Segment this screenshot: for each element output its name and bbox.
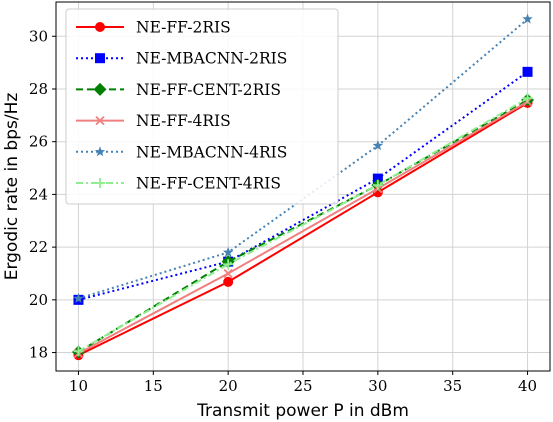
y-tick-label: 20 — [29, 291, 48, 309]
legend-item: NE-MBACNN-4RIS — [76, 143, 287, 161]
data-point — [222, 246, 234, 257]
legend-label: NE-FF-4RIS — [136, 112, 231, 130]
x-tick-label: 30 — [368, 377, 387, 395]
series-line — [77, 97, 529, 353]
x-tick-label: 25 — [293, 377, 312, 395]
series-line — [78, 102, 529, 357]
y-tick-label: 28 — [29, 80, 48, 98]
plot-frame — [55, 1, 551, 372]
legend-marker — [93, 82, 107, 96]
series-line — [78, 71, 529, 301]
legend-item: NE-FF-CENT-2RIS — [76, 81, 281, 99]
legend-item: NE-FF-CENT-4RIS — [76, 175, 281, 193]
x-tick-label: 10 — [69, 377, 88, 395]
series-line — [77, 99, 529, 353]
series-layer — [71, 13, 535, 361]
data-point — [522, 66, 533, 77]
data-point — [522, 93, 533, 104]
data-point — [522, 13, 533, 24]
data-point — [223, 268, 233, 279]
legend-marker — [95, 53, 105, 64]
y-tick-label: 30 — [29, 27, 48, 45]
x-tick-label: 35 — [443, 377, 462, 395]
legend-marker — [95, 115, 105, 126]
legend: NE-FF-2RIS NE-MBACNN-2RIS NE-FF-CENT-2RIS N… — [65, 8, 339, 205]
x-tick-label: 20 — [219, 377, 238, 395]
legend-frame — [65, 8, 339, 205]
y-tick-label: 24 — [29, 185, 48, 203]
data-point — [372, 173, 383, 184]
data-point — [372, 180, 383, 191]
legend-marker — [94, 146, 106, 157]
x-axis-label: Transmit power P in dBm — [196, 401, 409, 421]
legend-label: NE-FF-2RIS — [136, 19, 231, 37]
y-tick-label: 22 — [29, 238, 48, 256]
axis-ticks: 10 15 20 25 30 35 40 18 20 22 24 26 28 30 — [29, 27, 537, 395]
legend-marker — [95, 22, 105, 32]
data-point — [73, 293, 84, 303]
data-point — [372, 140, 384, 151]
data-point — [223, 276, 234, 287]
y-axis-label: Ergodic rate in bps/Hz — [2, 93, 22, 281]
y-tick-label: 18 — [29, 344, 48, 362]
legend-label: NE-FF-CENT-4RIS — [136, 175, 281, 193]
legend-label: NE-FF-CENT-2RIS — [136, 81, 281, 99]
series-ne-ff-cent-4ris — [73, 93, 533, 357]
legend-item: NE-FF-4RIS — [76, 112, 231, 130]
legend-marker — [95, 178, 105, 188]
legend-item: NE-FF-2RIS — [76, 19, 231, 37]
data-point — [73, 346, 84, 357]
y-tick-label: 26 — [29, 133, 48, 151]
legend-item: NE-MBACNN-2RIS — [76, 50, 287, 68]
x-tick-label: 15 — [144, 377, 163, 395]
data-point — [223, 259, 234, 270]
series-line — [77, 100, 529, 355]
series-ne-mbacnn-4ris — [73, 13, 533, 303]
x-tick-label: 40 — [518, 377, 537, 395]
legend-label: NE-MBACNN-4RIS — [136, 143, 287, 161]
legend-label: NE-MBACNN-2RIS — [136, 50, 287, 68]
